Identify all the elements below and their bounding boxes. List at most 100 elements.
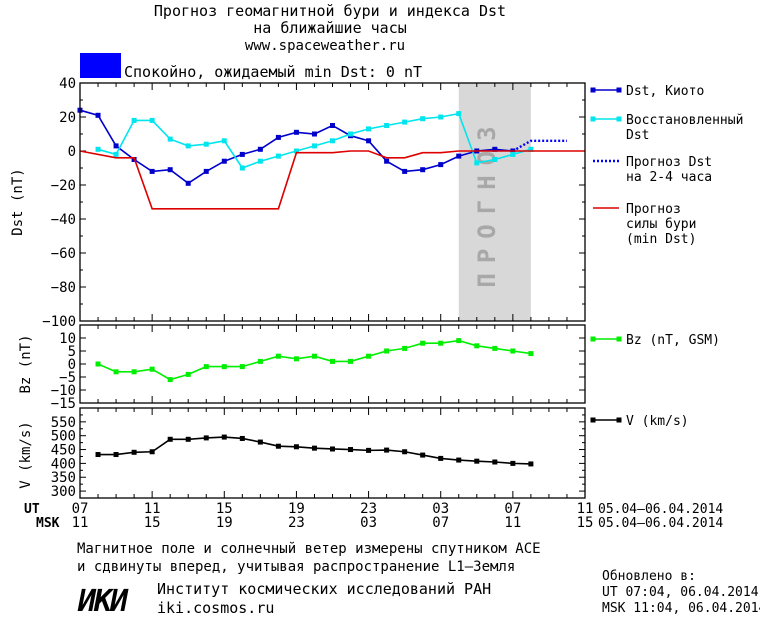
data-point xyxy=(185,436,191,442)
data-point xyxy=(366,353,372,359)
data-point xyxy=(293,148,299,154)
data-point xyxy=(366,447,372,453)
msk-tick-label: 03 xyxy=(360,515,377,531)
msk-tick-label: 11 xyxy=(504,515,521,531)
legend-label: (min Dst) xyxy=(626,232,696,247)
y-tick-label: 0 xyxy=(68,144,76,160)
institute-url[interactable]: iki.cosmos.ru xyxy=(157,599,274,617)
legend-label: силы бури xyxy=(626,217,696,232)
msk-tick-label: 07 xyxy=(432,515,449,531)
data-point xyxy=(149,117,155,123)
data-point xyxy=(348,447,354,453)
bz-plot-frame xyxy=(79,324,586,404)
ut-axis-label: UT xyxy=(24,502,40,517)
y-tick-label: −15 xyxy=(51,396,76,412)
msk-tick-label: 15 xyxy=(144,515,161,531)
ut-tick-label: 15 xyxy=(216,501,233,517)
msk-axis-label: MSK xyxy=(36,516,60,531)
data-point xyxy=(456,338,462,344)
data-point xyxy=(131,117,137,123)
data-point xyxy=(420,452,426,458)
y-tick-label: −100 xyxy=(42,314,76,330)
data-point xyxy=(95,361,101,367)
series-line-Bz (nT, GSM) xyxy=(97,339,532,381)
ut-tick-label: 11 xyxy=(577,501,594,517)
data-point xyxy=(438,114,444,120)
legend-marker xyxy=(590,87,596,93)
data-point xyxy=(384,447,390,453)
data-point xyxy=(203,168,209,174)
data-point xyxy=(203,141,209,147)
data-point xyxy=(420,116,426,122)
series-line-Прогноз Dst на 2-4 часа xyxy=(512,139,567,153)
data-point xyxy=(402,168,408,174)
data-point xyxy=(456,153,462,159)
data-point xyxy=(185,371,191,377)
ut-tick-label: 19 xyxy=(288,501,305,517)
ut-tick-label: 03 xyxy=(432,501,449,517)
data-point xyxy=(366,138,372,144)
data-point xyxy=(366,126,372,132)
legend-label: Прогноз Dst xyxy=(626,155,712,170)
data-point xyxy=(311,143,317,149)
legend-label: Прогноз xyxy=(626,202,681,217)
legend-label: Dst, Киото xyxy=(626,84,704,99)
data-point xyxy=(239,435,245,441)
legend-label: Восстановленный xyxy=(626,113,743,128)
data-point xyxy=(275,353,281,359)
y-tick-label: 350 xyxy=(51,470,76,486)
data-point xyxy=(221,434,227,440)
y-tick-label: 400 xyxy=(51,456,76,472)
updated-ut: UT 07:04, 06.04.2014 xyxy=(602,585,759,600)
forecast-region xyxy=(458,83,531,321)
msk-tick-label: 15 xyxy=(577,515,594,531)
data-point xyxy=(474,160,480,166)
data-point xyxy=(293,129,299,135)
dst-ylabel: Dst (nT) xyxy=(10,168,26,235)
data-point xyxy=(275,443,281,449)
data-point xyxy=(275,134,281,140)
msk-tick-label: 11 xyxy=(72,515,89,531)
data-point xyxy=(185,180,191,186)
y-tick-label: 0 xyxy=(68,357,76,373)
data-point xyxy=(113,369,119,375)
data-point xyxy=(330,446,335,452)
legend-marker xyxy=(616,87,622,93)
updated-msk: MSK 11:04, 06.04.2014 xyxy=(602,601,760,616)
data-point xyxy=(131,369,137,375)
data-point xyxy=(167,377,173,383)
data-point xyxy=(384,123,390,128)
data-point xyxy=(257,146,263,152)
legend-marker xyxy=(616,116,622,122)
data-point xyxy=(492,146,498,152)
msk-tick-label: 19 xyxy=(216,515,233,531)
y-tick-label: −80 xyxy=(51,280,76,296)
data-point xyxy=(221,138,227,144)
data-point xyxy=(167,436,173,442)
data-point xyxy=(167,167,173,173)
data-point xyxy=(474,343,480,349)
data-point xyxy=(438,340,444,346)
data-point xyxy=(203,364,209,370)
y-tick-label: 500 xyxy=(51,429,76,445)
data-point xyxy=(239,151,245,157)
y-tick-label: −20 xyxy=(51,178,76,194)
data-point xyxy=(149,168,155,174)
iki-logo: ИКИ xyxy=(77,584,129,619)
data-point xyxy=(528,461,534,467)
msk-date-range: 05.04–06.04.2014 xyxy=(598,516,723,531)
legend-label: V (km/s) xyxy=(626,414,689,429)
bz-ylabel: Bz (nT) xyxy=(18,334,34,393)
data-point xyxy=(528,146,534,152)
website-url[interactable]: www.spaceweather.ru xyxy=(245,38,405,54)
series-line-Прогноз силы бури (min Dst) xyxy=(79,150,585,210)
data-point xyxy=(293,444,299,450)
time-axis: UT MSK 07111115151919232303030707111115 … xyxy=(24,501,723,531)
data-point xyxy=(221,364,227,370)
y-tick-label: 10 xyxy=(59,331,76,347)
data-point xyxy=(221,158,227,164)
ut-tick-label: 23 xyxy=(360,501,377,517)
status-text: Спокойно, ожидаемый min Dst: 0 nT xyxy=(124,63,422,81)
